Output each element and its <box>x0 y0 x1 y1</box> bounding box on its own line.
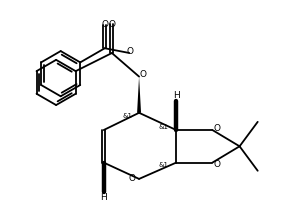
Text: &1: &1 <box>123 113 133 119</box>
Text: O: O <box>140 70 147 79</box>
Text: O: O <box>108 20 115 29</box>
Text: &1: &1 <box>159 162 169 169</box>
Text: H: H <box>173 91 179 100</box>
Text: O: O <box>213 160 220 169</box>
Polygon shape <box>137 77 141 113</box>
Text: O: O <box>101 20 108 29</box>
Text: O: O <box>127 47 134 56</box>
Text: O: O <box>129 174 136 183</box>
Text: &1: &1 <box>159 124 169 130</box>
Text: O: O <box>213 124 220 133</box>
Text: H: H <box>100 193 107 202</box>
